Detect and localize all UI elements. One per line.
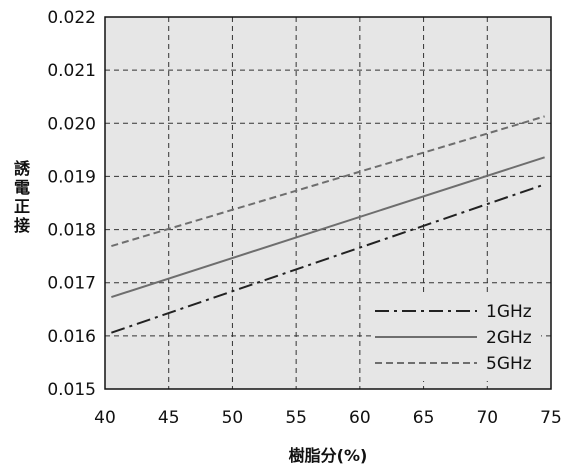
y-tick-label: 0.016 — [47, 327, 96, 347]
y-tick-label: 0.019 — [47, 167, 96, 187]
y-tick-label: 0.015 — [47, 380, 96, 400]
x-tick-label: 45 — [158, 408, 180, 428]
legend: 1GHz 2GHz 5GHz — [371, 295, 541, 381]
legend-label: 1GHz — [486, 302, 532, 322]
y-tick-label: 0.017 — [47, 274, 96, 294]
x-tick-label: 55 — [285, 408, 307, 428]
legend-label: 2GHz — [486, 328, 532, 348]
x-tick-label: 70 — [476, 408, 498, 428]
legend-label: 5GHz — [486, 354, 532, 374]
x-tick-label: 40 — [94, 408, 116, 428]
x-tick-label: 60 — [349, 408, 371, 428]
y-tick-label: 0.018 — [47, 221, 96, 241]
x-ticks: 40 45 50 55 60 65 70 75 — [94, 408, 562, 428]
y-tick-label: 0.021 — [47, 61, 96, 81]
y-ticks: 0.015 0.016 0.017 0.018 0.019 0.020 0.021 0.022 — [47, 8, 96, 400]
x-tick-label: 50 — [222, 408, 244, 428]
x-tick-label: 75 — [540, 408, 562, 428]
x-tick-label: 65 — [413, 408, 435, 428]
y-tick-label: 0.022 — [47, 8, 96, 28]
y-axis-title: 誘電正接 — [14, 159, 31, 235]
y-tick-label: 0.020 — [47, 114, 96, 134]
x-axis-title: 樹脂分(%) — [289, 446, 368, 465]
